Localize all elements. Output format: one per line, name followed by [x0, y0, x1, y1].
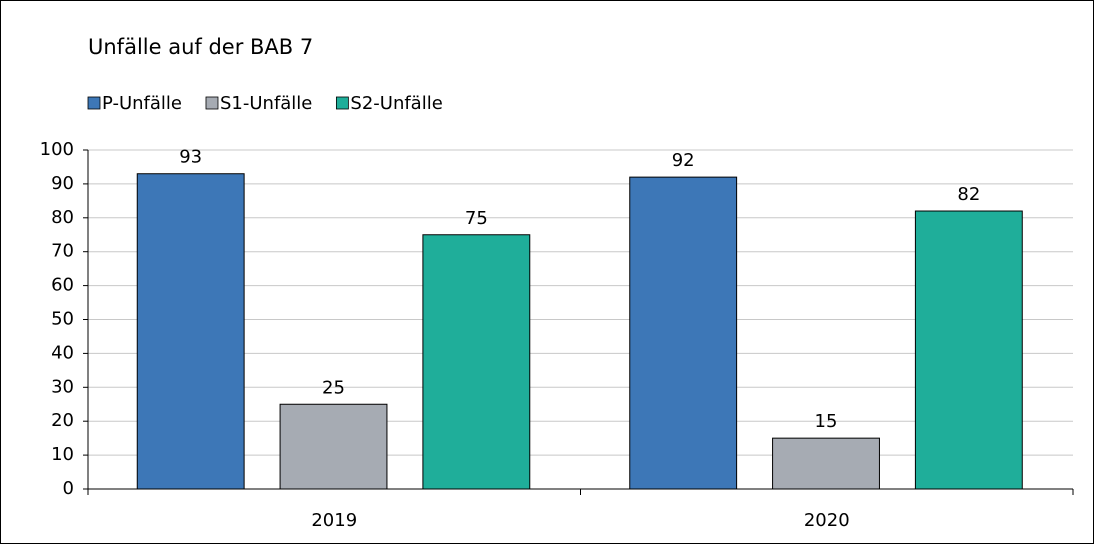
bar: [914, 210, 1023, 490]
data-label: 82: [957, 184, 980, 205]
x-tick-label: 2020: [804, 510, 850, 531]
y-tick-label: 40: [51, 342, 74, 363]
legend-label: S2-Unfälle: [350, 93, 442, 114]
x-tick-label: 2019: [311, 510, 357, 531]
bar: [422, 234, 531, 490]
legend-swatch: [205, 96, 219, 110]
data-label: 15: [815, 411, 838, 432]
legend-swatch: [335, 96, 349, 110]
bar: [772, 437, 880, 490]
y-tick-label: 80: [51, 207, 74, 228]
bar: [279, 403, 388, 490]
data-label: 75: [465, 208, 488, 229]
bar: [629, 176, 738, 490]
y-tick-label: 0: [63, 478, 74, 499]
chart-title: Unfälle auf der BAB 7: [88, 35, 313, 59]
y-tick-label: 100: [40, 139, 74, 160]
data-label: 25: [322, 377, 345, 398]
y-tick-label: 20: [51, 410, 74, 431]
legend-swatch: [87, 96, 101, 110]
y-tick-label: 50: [51, 309, 74, 330]
legend-label: S1-Unfälle: [220, 93, 312, 114]
y-tick-label: 10: [51, 444, 74, 465]
y-tick-label: 90: [51, 173, 74, 194]
legend-label: P-Unfälle: [102, 93, 182, 114]
y-tick-label: 60: [51, 275, 74, 296]
bar: [136, 173, 245, 490]
data-label: 93: [179, 147, 202, 168]
y-tick-label: 30: [51, 376, 74, 397]
y-tick-label: 70: [51, 241, 74, 262]
data-label: 92: [672, 150, 695, 171]
